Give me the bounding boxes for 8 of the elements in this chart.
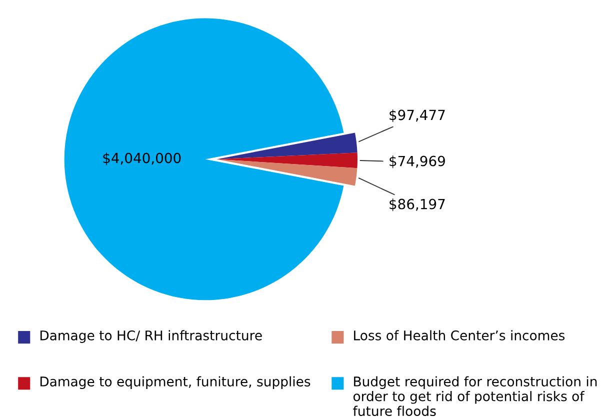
legend-label: Damage to equipment, funiture, supplies <box>40 376 310 390</box>
data-label: $4,040,000 <box>103 152 181 166</box>
legend-label: Budget required for reconstruction in order to get rid of potential risks of future floods <box>353 376 597 416</box>
legend-label: Damage to HC/ RH inftrastructure <box>40 330 262 343</box>
data-label: $97,477 <box>390 109 445 122</box>
data-label: $74,969 <box>390 156 445 168</box>
legend-label: Loss of Health Center’s incomes <box>354 330 565 340</box>
data-label: $86,197 <box>390 198 445 212</box>
